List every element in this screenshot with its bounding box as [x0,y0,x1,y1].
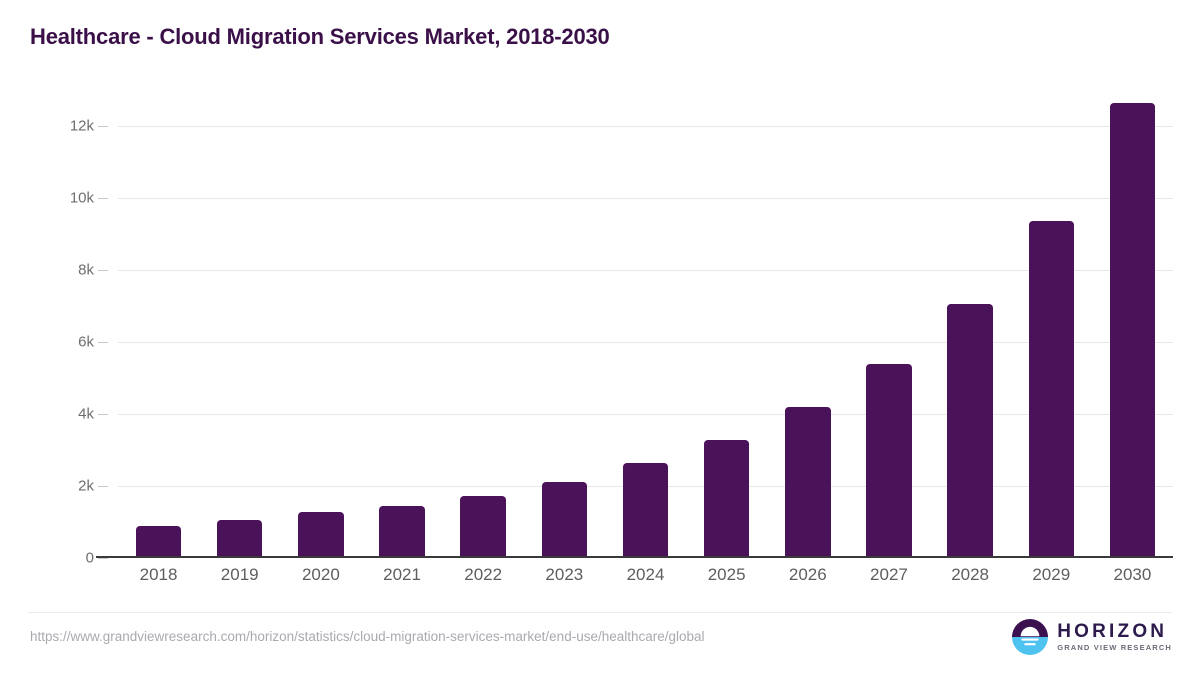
bar[interactable] [217,519,263,558]
x-tick-label: 2026 [788,565,827,584]
x-tick-label: 2028 [951,565,990,584]
y-tick-mark [98,558,108,559]
x-tick-label: 2023 [545,565,584,584]
gridline [118,414,1173,415]
x-axis-line [96,556,1173,558]
source-url[interactable]: https://www.grandviewresearch.com/horizo… [30,629,705,644]
x-tick-label: 2019 [220,565,259,584]
logo-tagline: GRAND VIEW RESEARCH [1057,643,1172,653]
bar[interactable] [298,511,344,558]
bar[interactable] [135,525,182,558]
x-tick-label: 2025 [707,565,746,584]
y-tick-label: 10k [69,189,94,207]
plot-area [96,90,1173,558]
y-axis-tick-labels: 0 2k 4k 6k 8k 10k 12k [0,90,108,567]
x-tick-label: 2029 [1032,565,1071,584]
bar[interactable] [622,463,669,558]
gridline [118,198,1173,199]
x-tick-label: 2024 [626,565,665,584]
bar[interactable] [460,496,506,558]
x-tick-label: 2030 [1113,565,1152,584]
logo-text: HORIZON GRAND VIEW RESEARCH [1057,622,1172,652]
horizon-logo-icon [1012,619,1049,655]
page-title: Healthcare - Cloud Migration Services Ma… [30,24,610,49]
logo-wordmark: HORIZON [1057,621,1168,643]
y-tick-mark [98,486,108,487]
x-tick-label: 2021 [383,565,421,584]
horizon-logo[interactable]: HORIZON GRAND VIEW RESEARCH [1012,618,1172,656]
y-tick-label: 2k [78,477,94,495]
y-tick-label: 4k [78,405,94,423]
x-axis-tick-labels: 2018 2019 2020 2021 2022 2023 2024 2025 2026 2027… [118,565,1173,595]
y-tick-label: 6k [78,333,94,351]
gridline [118,126,1173,127]
bar[interactable] [1028,221,1074,558]
y-tick-mark [98,270,108,271]
x-tick-label: 2018 [139,565,178,584]
x-tick-label: 2027 [870,565,908,584]
bar[interactable] [785,407,831,558]
bar[interactable] [379,506,425,558]
y-tick-label: 0 [85,549,94,567]
x-tick-label: 2022 [464,565,503,584]
y-tick-mark [98,198,108,199]
y-tick-mark [98,342,108,343]
y-tick-label: 12k [69,117,94,135]
footer-divider [28,612,1172,613]
bar[interactable] [866,364,912,558]
y-tick-label: 8k [78,261,94,279]
x-tick-label: 2020 [301,565,340,584]
y-tick-mark [98,414,108,415]
bar-series [118,90,1173,558]
bar[interactable] [947,304,993,558]
bar[interactable] [703,439,750,558]
bar[interactable] [1109,102,1156,558]
y-tick-mark [98,126,108,127]
gridline [118,270,1173,271]
gridline [118,342,1173,343]
bar[interactable] [541,481,588,558]
